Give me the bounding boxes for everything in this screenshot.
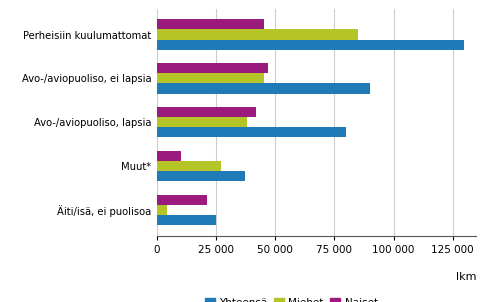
Bar — [157, 30, 358, 40]
Bar — [157, 215, 216, 225]
Bar — [157, 127, 346, 137]
Bar — [157, 205, 166, 215]
Legend: Yhteensä, Miehet, Naiset: Yhteensä, Miehet, Naiset — [200, 294, 382, 302]
Bar — [157, 151, 181, 161]
Text: lkm: lkm — [456, 272, 476, 282]
Bar — [157, 40, 464, 50]
Bar — [157, 171, 245, 182]
Bar — [157, 63, 268, 73]
Bar — [157, 161, 221, 171]
Bar — [157, 195, 207, 205]
Bar — [157, 107, 256, 117]
Bar — [157, 83, 370, 94]
Bar — [157, 117, 247, 127]
Bar — [157, 19, 264, 30]
Bar — [157, 73, 264, 83]
